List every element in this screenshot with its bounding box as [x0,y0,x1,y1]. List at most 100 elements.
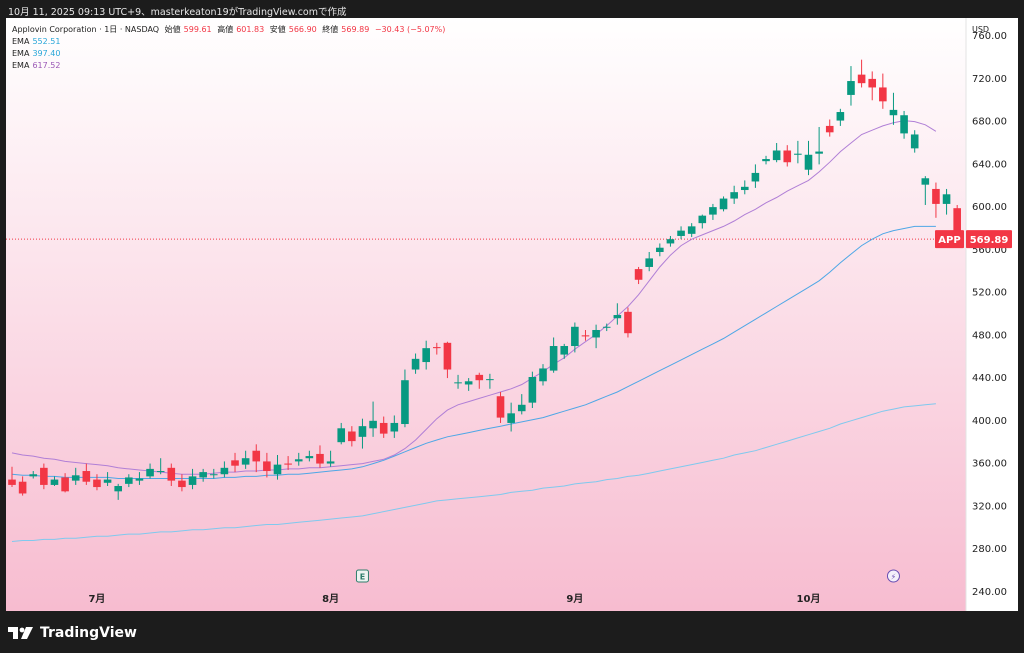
candle[interactable] [645,251,653,272]
candle[interactable] [634,266,643,285]
candle[interactable] [528,371,537,408]
candle[interactable] [114,483,122,500]
candle[interactable] [698,214,707,229]
candle[interactable] [156,458,165,475]
candle[interactable] [666,235,675,247]
candle[interactable] [401,369,409,428]
candle[interactable] [8,466,16,488]
candle[interactable] [740,180,749,195]
news-event-icon[interactable]: ⚡ [886,569,900,583]
candle[interactable] [178,474,186,492]
candle-body [231,460,239,466]
candle[interactable] [910,130,919,153]
candle[interactable] [836,108,845,126]
candle[interactable] [868,71,877,101]
candle[interactable] [602,323,611,332]
ema1-row[interactable]: EMA 552.51 [12,36,448,48]
candle[interactable] [624,307,632,338]
candle[interactable] [804,140,813,176]
candle[interactable] [815,126,823,165]
candle[interactable] [730,185,738,204]
candle[interactable] [507,402,515,432]
candle[interactable] [40,463,48,490]
candle[interactable] [475,372,484,389]
candle[interactable] [942,188,951,215]
candle[interactable] [263,452,271,478]
candle[interactable] [762,155,770,165]
candle[interactable] [464,378,473,391]
candle[interactable] [783,145,792,167]
candle[interactable] [379,416,388,438]
candle[interactable] [454,374,462,389]
candle[interactable] [571,322,579,353]
candle[interactable] [921,176,930,205]
candle[interactable] [433,342,441,355]
candle[interactable] [443,341,452,379]
candle[interactable] [932,182,940,218]
candle[interactable] [252,444,261,473]
candle[interactable] [273,455,282,480]
last-price-tag[interactable]: APP 569.89 [935,230,1012,249]
candle[interactable] [71,467,80,485]
candle[interactable] [348,426,356,447]
candle[interactable] [496,391,505,423]
candle[interactable] [305,450,314,462]
candle[interactable] [93,474,101,491]
candle[interactable] [411,353,420,374]
candle[interactable] [135,472,144,485]
candle[interactable] [560,343,569,359]
candle[interactable] [326,450,335,467]
candle[interactable] [220,461,229,478]
candle[interactable] [719,196,728,212]
candle[interactable] [517,394,526,415]
candle[interactable] [549,337,558,373]
candle[interactable] [422,340,430,370]
candle[interactable] [613,303,622,325]
candle[interactable] [581,329,590,341]
candle[interactable] [751,164,760,188]
candle[interactable] [390,415,399,438]
candle[interactable] [825,119,834,137]
candle[interactable] [284,456,292,470]
candle[interactable] [294,452,303,466]
candle[interactable] [369,401,377,437]
candle[interactable] [358,418,367,449]
candle[interactable] [82,463,91,485]
earnings-event-icon[interactable]: E [355,569,369,583]
candle[interactable] [709,203,717,220]
candle[interactable] [592,324,600,349]
candle[interactable] [188,468,197,490]
candle[interactable] [241,450,250,469]
candlestick-chart[interactable]: 760.00 720.00 680.00 640.00 600.00 560.00 520.… [6,18,1018,611]
candle[interactable] [50,476,59,486]
ema2-row[interactable]: EMA 397.40 [12,48,448,60]
candle[interactable] [167,463,176,486]
candle[interactable] [889,92,898,125]
candle[interactable] [486,373,494,389]
candle[interactable] [847,66,855,106]
candle[interactable] [18,476,27,496]
chart-panel[interactable]: 760.00 720.00 680.00 640.00 600.00 560.00 520.… [6,18,1018,611]
candle[interactable] [146,463,154,479]
candle[interactable] [794,140,802,164]
candle[interactable] [900,110,908,139]
candle[interactable] [879,73,887,109]
candle[interactable] [103,472,112,486]
candle[interactable] [199,468,207,482]
candle[interactable] [29,471,38,479]
candle[interactable] [857,59,866,88]
candle[interactable] [772,143,781,163]
candle[interactable] [656,243,664,257]
candle[interactable] [61,473,69,493]
candle[interactable] [687,223,696,238]
currency-label[interactable]: USD [972,25,989,34]
candle[interactable] [677,226,685,240]
candle[interactable] [316,445,324,468]
candle[interactable] [125,474,133,488]
candle[interactable] [539,364,547,386]
ema3-row[interactable]: EMA 617.52 [12,60,448,72]
tradingview-footer[interactable]: TradingView [8,622,137,644]
candle[interactable] [231,452,239,473]
candle[interactable] [337,422,346,445]
candle[interactable] [209,468,218,479]
